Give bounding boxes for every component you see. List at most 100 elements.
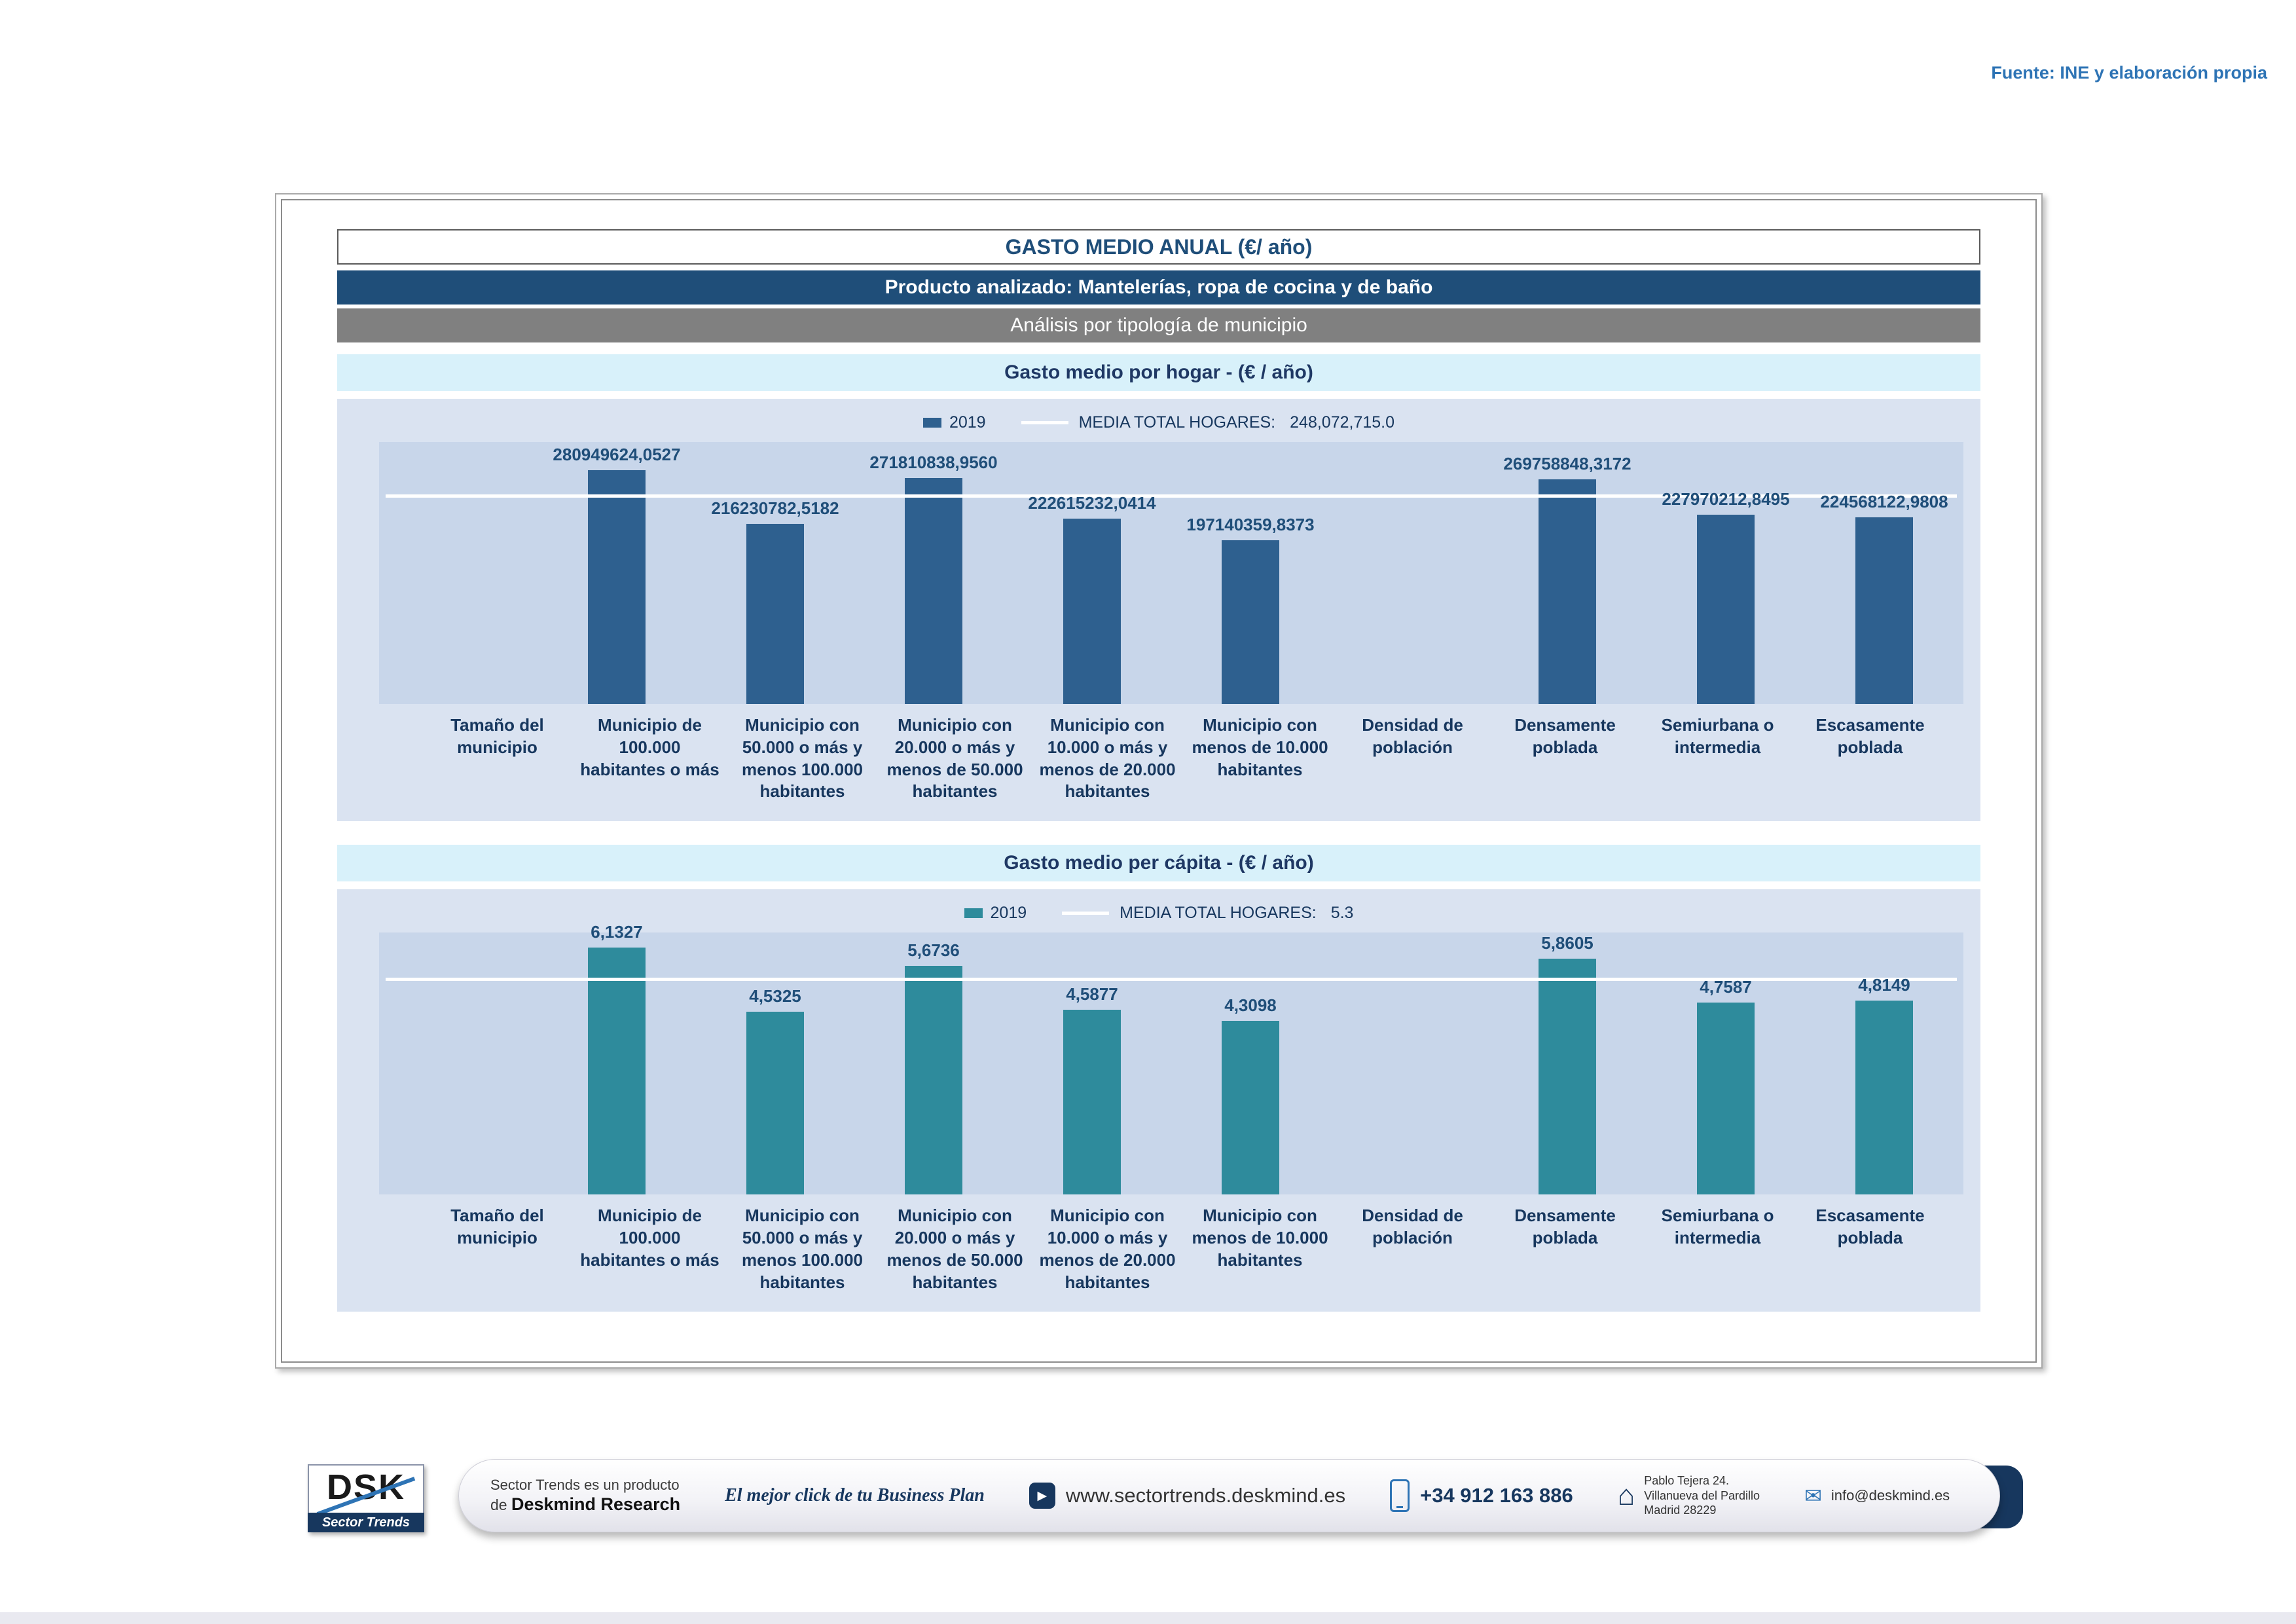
bar-plot-capita: 6,1327 4,5325 5,6736 4,5877 4,3098 5,8605 4,75… bbox=[379, 922, 1963, 1195]
chart-column: 4,3098 bbox=[1171, 932, 1330, 1195]
chart-column: 227970212,8495 bbox=[1647, 442, 1805, 704]
footer-slogan: El mejor click de tu Business Plan bbox=[725, 1485, 985, 1505]
bar-value-label: 216230782,5182 bbox=[711, 498, 839, 519]
home-icon: ⌂ bbox=[1617, 1479, 1635, 1511]
category-label: Municipio con 10.000 o más y menos de 20… bbox=[1039, 1206, 1176, 1292]
footer-bar: Sector Trends es un producto de Deskmind… bbox=[458, 1459, 2000, 1532]
category-label: Municipio con 50.000 o más y menos 100.0… bbox=[741, 1206, 863, 1292]
media-line-sample bbox=[1062, 911, 1110, 915]
chart-column: 4,5877 bbox=[1013, 932, 1171, 1195]
category-label: Municipio de 100.000 habitantes o más bbox=[580, 715, 720, 779]
series-2019-label: 2019 bbox=[949, 413, 986, 432]
series-2019-swatch bbox=[964, 908, 983, 918]
bar-4 bbox=[1063, 1009, 1121, 1195]
media-total-value: 5.3 bbox=[1330, 903, 1354, 922]
plot-wrap: 6,1327 4,5325 5,6736 4,5877 4,3098 5,8605 4,75… bbox=[379, 922, 1963, 1293]
chart-column: 4,5325 bbox=[696, 932, 854, 1195]
bar-value-label: 6,1327 bbox=[591, 921, 643, 942]
section-title-capita: Gasto medio per cápita - (€ / año) bbox=[337, 845, 1980, 882]
category-label: Escasamente poblada bbox=[1815, 1206, 1925, 1247]
chart-column: 222615232,0414 bbox=[1013, 442, 1171, 704]
report-title: GASTO MEDIO ANUAL (€/ año) bbox=[337, 229, 1980, 265]
media-total-value: 248,072,715.0 bbox=[1290, 413, 1395, 432]
chart-column: 269758848,3172 bbox=[1488, 442, 1647, 704]
category-label: Semiurbana o intermedia bbox=[1661, 1206, 1774, 1247]
series-2019-label: 2019 bbox=[990, 903, 1027, 922]
bar-1 bbox=[588, 470, 646, 704]
mail-icon: ✉ bbox=[1804, 1484, 1822, 1507]
bar-9 bbox=[1855, 1000, 1913, 1195]
chart-legend: 2019 MEDIA TOTAL HOGARES: 248,072,715.0 bbox=[337, 409, 1980, 435]
report-frame-inner: GASTO MEDIO ANUAL (€/ año) Producto anal… bbox=[281, 199, 2037, 1363]
category-label: Densamente poblada bbox=[1514, 715, 1616, 757]
bar-9 bbox=[1855, 517, 1913, 704]
bar-4 bbox=[1063, 519, 1121, 704]
product-note-line1: Sector Trends es un producto bbox=[490, 1476, 680, 1493]
footer-address: ⌂ Pablo Tejera 24. Villanueva del Pardil… bbox=[1618, 1473, 1760, 1518]
bar-value-label: 271810838,9560 bbox=[869, 452, 998, 472]
bar-value-label: 4,8149 bbox=[1858, 974, 1910, 995]
category-label: Municipio con menos de 10.000 habitantes bbox=[1192, 1206, 1328, 1270]
category-axis-hogar: Tamaño del municipio Municipio de 100.000… bbox=[421, 714, 1946, 803]
product-note-prefix: de bbox=[490, 1496, 511, 1513]
footer-phone: +34 912 163 886 bbox=[1390, 1479, 1573, 1512]
address-line3: Madrid 28229 bbox=[1644, 1504, 1717, 1517]
category-label: Municipio con 20.000 o más y menos de 50… bbox=[886, 1206, 1023, 1292]
bar-value-label: 4,3098 bbox=[1224, 995, 1277, 1015]
chart-column: 224568122,9808 bbox=[1805, 442, 1963, 704]
bar-1 bbox=[588, 947, 646, 1195]
analysis-type-row: Análisis por tipología de municipio bbox=[337, 308, 1980, 342]
address-line2: Villanueva del Pardillo bbox=[1644, 1488, 1760, 1502]
chart-column: 271810838,9560 bbox=[854, 442, 1013, 704]
bar-8 bbox=[1697, 1003, 1755, 1195]
phone-number: +34 912 163 886 bbox=[1420, 1484, 1573, 1507]
chart-panel-capita: 2019 MEDIA TOTAL HOGARES: 5.3 6,1327 4,53… bbox=[337, 889, 1980, 1312]
product-analyzed-row: Producto analizado: Mantelerías, ropa de… bbox=[337, 270, 1980, 304]
bar-value-label: 4,5877 bbox=[1066, 984, 1118, 1004]
bar-8 bbox=[1697, 514, 1755, 704]
bar-7 bbox=[1539, 958, 1596, 1195]
bar-value-label: 5,8605 bbox=[1541, 932, 1594, 953]
chart-column bbox=[1330, 932, 1488, 1194]
media-total-label: MEDIA TOTAL HOGARES: bbox=[1078, 413, 1276, 432]
bar-value-label: 222615232,0414 bbox=[1028, 493, 1156, 513]
category-label: Densidad de población bbox=[1362, 1206, 1463, 1247]
bar-plot-hogar: 280949624,0527 216230782,5182 271810838,95… bbox=[379, 442, 1963, 704]
arrow-icon: ▶ bbox=[1029, 1483, 1055, 1509]
chart-column: 216230782,5182 bbox=[696, 442, 854, 704]
series-2019-swatch bbox=[922, 417, 941, 428]
section-title-hogar: Gasto medio por hogar - (€ / año) bbox=[337, 354, 1980, 391]
report-frame: GASTO MEDIO ANUAL (€/ año) Producto anal… bbox=[275, 193, 2043, 1369]
category-label: Semiurbana o intermedia bbox=[1661, 715, 1774, 757]
bar-value-label: 269758848,3172 bbox=[1503, 454, 1631, 474]
bar-value-label: 227970212,8495 bbox=[1662, 489, 1790, 509]
chart-column: 6,1327 bbox=[538, 922, 696, 1195]
product-note-line2: de Deskmind Research bbox=[490, 1494, 680, 1515]
bar-3 bbox=[905, 966, 962, 1195]
chart-column bbox=[379, 442, 538, 704]
footer-website: ▶ www.sectortrends.deskmind.es bbox=[1029, 1483, 1345, 1509]
bar-value-label: 280949624,0527 bbox=[553, 445, 681, 465]
category-axis-capita: Tamaño del municipio Municipio de 100.000… bbox=[421, 1205, 1946, 1293]
website-url: www.sectortrends.deskmind.es bbox=[1065, 1484, 1346, 1507]
category-label: Municipio con 50.000 o más y menos 100.0… bbox=[741, 715, 863, 802]
media-total-label: MEDIA TOTAL HOGARES: bbox=[1120, 903, 1317, 922]
bar-value-label: 5,6736 bbox=[907, 940, 960, 961]
bar-columns: 6,1327 4,5325 5,6736 4,5877 4,3098 5,8605 4,75… bbox=[379, 922, 1963, 1195]
bar-2 bbox=[746, 524, 804, 704]
bar-2 bbox=[746, 1012, 804, 1195]
smartphone-icon bbox=[1390, 1479, 1410, 1512]
footer-email: ✉ info@deskmind.es bbox=[1804, 1485, 1950, 1506]
address-line1: Pablo Tejera 24. bbox=[1644, 1474, 1730, 1488]
dsk-logo-tagline: Sector Trends bbox=[308, 1513, 424, 1532]
footer-product-note: Sector Trends es un producto de Deskmind… bbox=[490, 1477, 680, 1515]
bar-value-label: 4,7587 bbox=[1700, 977, 1752, 997]
chart-panel-hogar: 2019 MEDIA TOTAL HOGARES: 248,072,715.0 … bbox=[337, 399, 1980, 822]
dsk-logo: DSK Sector Trends bbox=[308, 1464, 424, 1532]
chart-column: 4,7587 bbox=[1647, 932, 1805, 1195]
email-address: info@deskmind.es bbox=[1831, 1487, 1950, 1504]
plot-wrap: 280949624,0527 216230782,5182 271810838,95… bbox=[379, 442, 1963, 803]
bar-3 bbox=[905, 477, 962, 704]
source-note: Fuente: INE y elaboración propia bbox=[1991, 63, 2267, 83]
